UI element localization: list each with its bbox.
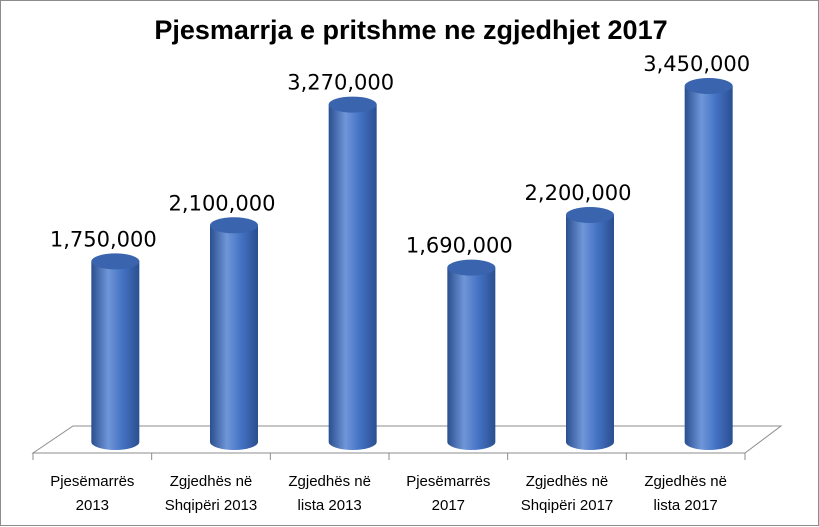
bar-top	[684, 78, 733, 94]
value-label: 2,200,000	[525, 181, 632, 205]
value-label: 1,750,000	[50, 227, 157, 251]
value-label: 2,100,000	[169, 191, 276, 215]
category-label: 2013	[76, 497, 109, 514]
bar-body	[210, 225, 258, 450]
bar-body	[328, 104, 377, 450]
chart-floor	[31, 425, 783, 454]
value-label: 3,270,000	[287, 71, 394, 95]
category-label: lista 2017	[654, 497, 718, 514]
chart-title: Pjesmarrja e pritshme ne zgjedhjet 2017	[154, 15, 667, 45]
bar-body	[684, 86, 733, 450]
category-label: lista 2013	[298, 497, 362, 514]
category-label: Zgjedhës në	[288, 473, 371, 490]
bar-top	[566, 206, 614, 223]
bar-body	[566, 214, 614, 450]
value-labels-layer: 1,750,000 2,100,000 3,270,000 1,690,000 2,20…	[50, 52, 750, 258]
category-label: Zgjedhës në	[170, 473, 253, 490]
bar	[91, 253, 140, 450]
bars-layer	[91, 78, 733, 450]
category-label: Pjesëmarrës	[406, 473, 490, 490]
bar	[328, 96, 377, 450]
bar	[566, 206, 614, 450]
category-label: Shqipëri 2013	[165, 497, 258, 514]
category-label: Zgjedhës në	[644, 473, 727, 490]
bar	[447, 259, 496, 450]
bar	[210, 217, 258, 450]
value-label: 1,690,000	[406, 234, 513, 258]
bar-top	[447, 259, 496, 276]
value-label: 3,450,000	[643, 52, 750, 76]
bar-body	[447, 267, 496, 450]
bar-top	[328, 96, 377, 113]
category-label: Zgjedhës në	[526, 473, 609, 490]
bar-top	[210, 217, 258, 234]
bar	[684, 78, 733, 450]
category-label: Shqipëri 2017	[521, 497, 614, 514]
bar-top	[91, 253, 140, 270]
category-axis: Pjesëmarrës 2013 Zgjedhës në Shqipëri 2013 Z…	[32, 453, 746, 514]
bar-body	[91, 261, 140, 450]
category-label: Pjesëmarrës	[50, 473, 134, 490]
category-label: 2017	[432, 497, 465, 514]
